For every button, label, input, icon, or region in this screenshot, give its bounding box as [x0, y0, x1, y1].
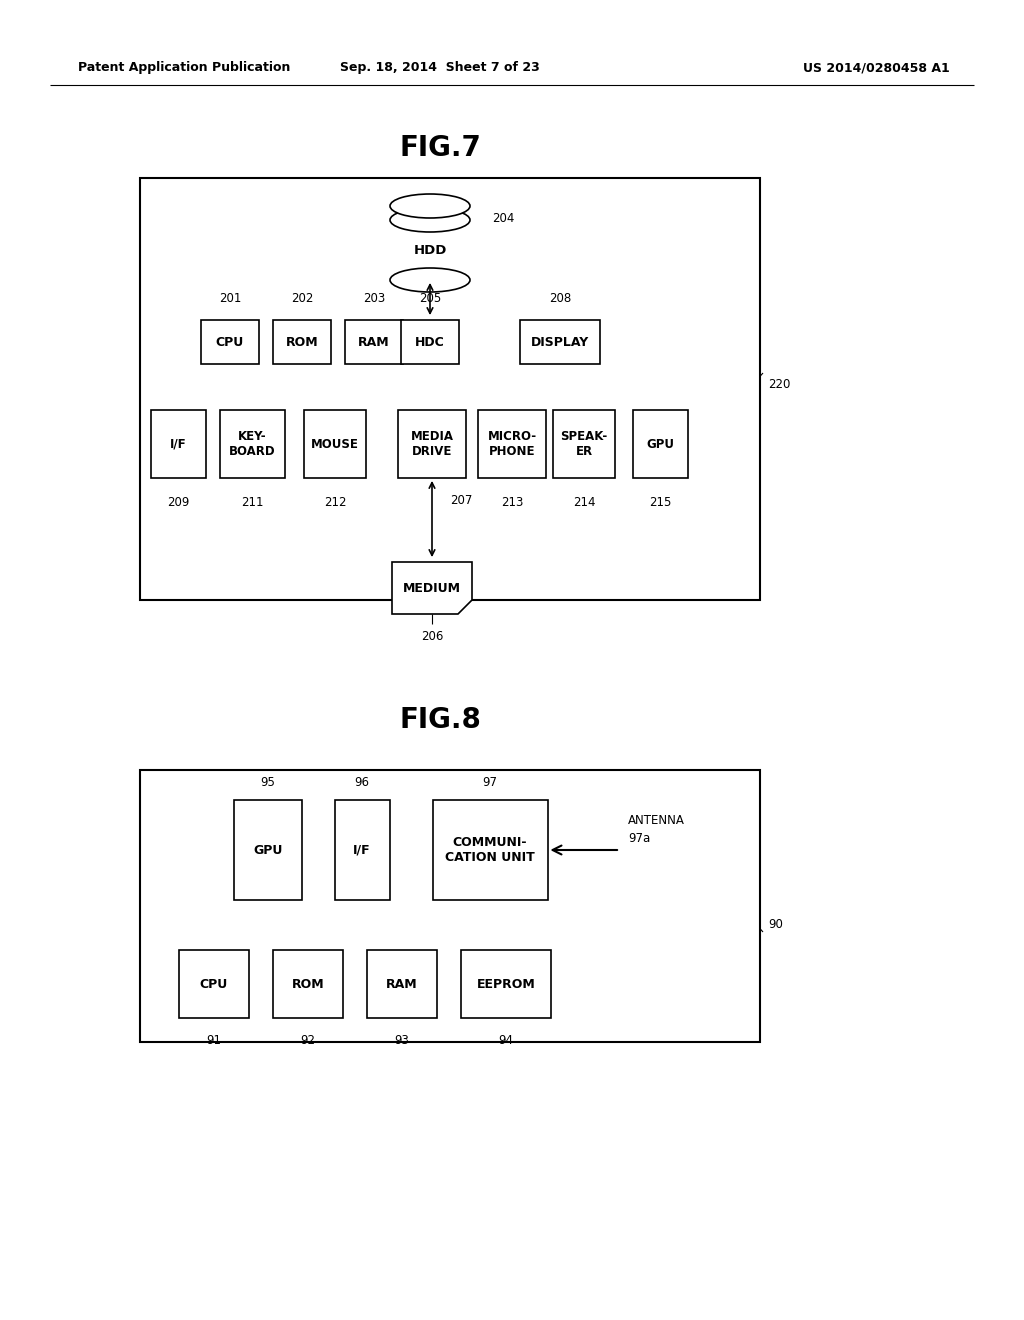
Text: 202: 202: [291, 292, 313, 305]
Text: ANTENNA: ANTENNA: [628, 813, 685, 826]
Text: GPU: GPU: [253, 843, 283, 857]
Text: 207: 207: [450, 494, 472, 507]
Text: MEDIUM: MEDIUM: [403, 582, 461, 594]
Text: MICRO-
PHONE: MICRO- PHONE: [487, 430, 537, 458]
Text: HDC: HDC: [415, 335, 444, 348]
Text: 212: 212: [324, 495, 346, 508]
Bar: [151, 411, 206, 478]
Bar: [520, 319, 600, 364]
Text: ROM: ROM: [286, 335, 318, 348]
Text: 205: 205: [419, 292, 441, 305]
Bar: [273, 950, 343, 1018]
Bar: [398, 411, 466, 478]
Text: CPU: CPU: [216, 335, 244, 348]
Ellipse shape: [390, 209, 470, 232]
Text: FIG.8: FIG.8: [399, 706, 481, 734]
Text: CPU: CPU: [200, 978, 228, 990]
Text: 211: 211: [241, 495, 263, 508]
Text: 91: 91: [207, 1034, 221, 1047]
Text: MOUSE: MOUSE: [311, 437, 359, 450]
Text: Patent Application Publication: Patent Application Publication: [78, 62, 291, 74]
Bar: [367, 950, 437, 1018]
Text: 209: 209: [167, 495, 189, 508]
Bar: [432, 800, 548, 900]
Text: DISPLAY: DISPLAY: [530, 335, 589, 348]
Text: 93: 93: [394, 1034, 410, 1047]
Text: KEY-
BOARD: KEY- BOARD: [228, 430, 275, 458]
Ellipse shape: [390, 194, 470, 218]
Text: 208: 208: [549, 292, 571, 305]
Bar: [553, 411, 615, 478]
Bar: [179, 950, 249, 1018]
Text: 97a: 97a: [628, 832, 650, 845]
Text: 220: 220: [768, 379, 791, 392]
Text: RAM: RAM: [358, 335, 390, 348]
Text: MEDIA
DRIVE: MEDIA DRIVE: [411, 430, 454, 458]
Text: 96: 96: [354, 776, 370, 788]
Ellipse shape: [390, 268, 470, 292]
Polygon shape: [392, 562, 472, 614]
Bar: [140, 178, 760, 601]
Text: 214: 214: [572, 495, 595, 508]
Text: 94: 94: [499, 1034, 513, 1047]
Bar: [140, 770, 760, 1041]
Text: 95: 95: [260, 776, 275, 788]
Bar: [345, 319, 403, 364]
Text: 215: 215: [649, 495, 671, 508]
Text: FIG.7: FIG.7: [399, 135, 481, 162]
Bar: [304, 411, 366, 478]
Text: US 2014/0280458 A1: US 2014/0280458 A1: [803, 62, 950, 74]
Text: I/F: I/F: [170, 437, 186, 450]
Text: 92: 92: [300, 1034, 315, 1047]
Bar: [219, 411, 285, 478]
Text: EEPROM: EEPROM: [476, 978, 536, 990]
Text: Sep. 18, 2014  Sheet 7 of 23: Sep. 18, 2014 Sheet 7 of 23: [340, 62, 540, 74]
Text: 203: 203: [362, 292, 385, 305]
Text: HDD: HDD: [414, 243, 446, 256]
Bar: [335, 800, 389, 900]
Text: 90: 90: [768, 917, 783, 931]
Text: I/F: I/F: [353, 843, 371, 857]
Text: COMMUNI-
CATION UNIT: COMMUNI- CATION UNIT: [445, 836, 535, 865]
Text: GPU: GPU: [646, 437, 674, 450]
Text: 201: 201: [219, 292, 242, 305]
Text: 213: 213: [501, 495, 523, 508]
Bar: [201, 319, 259, 364]
Bar: [461, 950, 551, 1018]
Text: SPEAK-
ER: SPEAK- ER: [560, 430, 607, 458]
Bar: [401, 319, 459, 364]
Bar: [234, 800, 302, 900]
Bar: [633, 411, 687, 478]
Text: ROM: ROM: [292, 978, 325, 990]
Text: 206: 206: [421, 630, 443, 643]
Bar: [478, 411, 546, 478]
Text: 204: 204: [492, 211, 514, 224]
Text: 97: 97: [482, 776, 498, 788]
Bar: [273, 319, 331, 364]
Text: RAM: RAM: [386, 978, 418, 990]
